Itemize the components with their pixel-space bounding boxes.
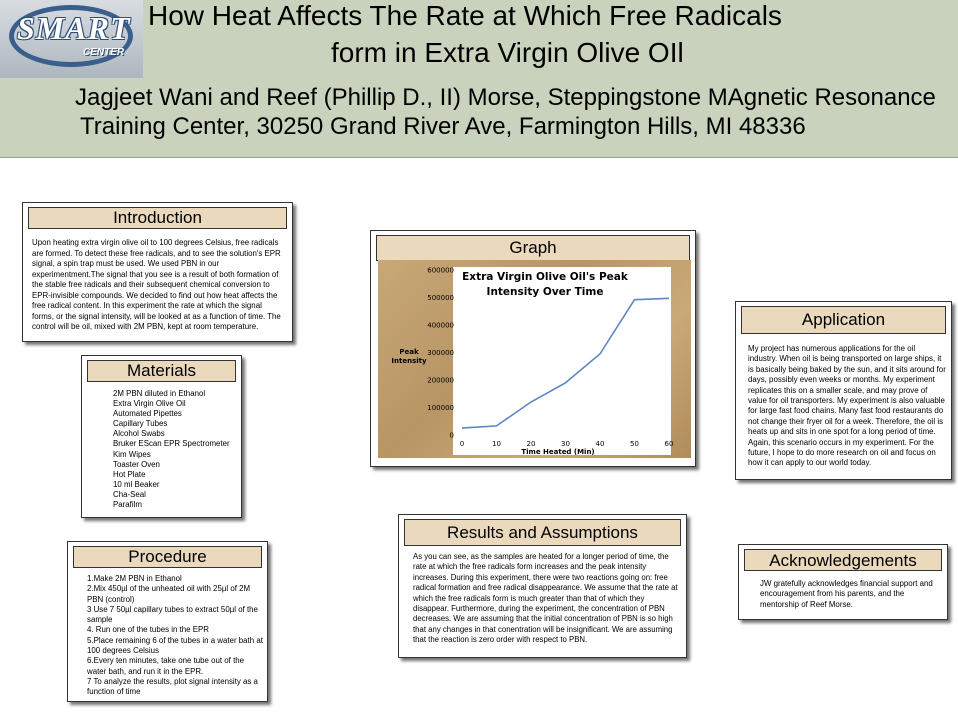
logo-sub-text: CENTER (83, 47, 125, 58)
poster-header: SMART CENTER How Heat Affects The Rate a… (0, 0, 958, 158)
application-text: My project has numerous applications for… (748, 344, 946, 468)
poster-title-line1: How Heat Affects The Rate at Which Free … (148, 0, 782, 31)
chart-background: Extra Virgin Olive Oil's Peak Intensity … (378, 260, 691, 458)
x-tick-label: 40 (596, 440, 605, 448)
smart-center-logo: SMART CENTER (0, 0, 143, 78)
y-tick-label: 600000 (427, 267, 454, 275)
chart-xlabel: Time Heated (Min) (521, 448, 594, 456)
list-item: Alcohol Swabs (113, 429, 165, 439)
graph-panel: Graph Extra Virgin Olive Oil's Peak Inte… (370, 230, 696, 467)
list-item: 4. Run one of the tubes in the EPR (87, 625, 209, 635)
poster-title-line2: form in Extra Virgin Olive OIl (331, 37, 684, 68)
list-item: Extra Virgin Olive Oil (113, 399, 186, 409)
results-text: As you can see, as the samples are heate… (413, 552, 678, 645)
graph-heading: Graph (376, 235, 690, 261)
list-item: Capillary Tubes (113, 419, 168, 429)
list-item: Toaster Oven (113, 459, 160, 469)
application-heading: Application (741, 306, 946, 334)
acknowledgements-panel: Acknowledgements JW gratefully acknowled… (738, 544, 948, 620)
procedure-panel: Procedure 1.Make 2M PBN in Ethanol 2.Mix … (67, 541, 268, 702)
y-tick-label: 500000 (427, 294, 454, 302)
application-panel: Application My project has numerous appl… (735, 301, 952, 480)
x-tick-label: 20 (527, 440, 536, 448)
acknowledgements-text: JW gratefully acknowledges financial sup… (760, 579, 933, 609)
materials-list: 2M PBN diluted in Ethanol Extra Virgin Ol… (113, 389, 241, 510)
list-item: 7 To analyze the results, plot signal in… (87, 676, 258, 697)
list-item: Bruker EScan EPR Spectrometer (113, 439, 230, 449)
list-item: 1.Make 2M PBN in Ethanol (87, 574, 182, 583)
x-tick-label: 30 (561, 440, 570, 448)
results-heading: Results and Assumptions (404, 519, 681, 546)
y-tick-label: 300000 (427, 349, 454, 357)
x-tick-label: 60 (665, 440, 674, 448)
list-item: 3 Use 7 50µl capillary tubes to extract … (87, 604, 258, 625)
list-item: Cha-Seal (113, 489, 146, 499)
list-item: Hot Plate (113, 469, 146, 479)
logo-ring (9, 5, 133, 67)
peak-intensity-chart: Extra Virgin Olive Oil's Peak Intensity … (391, 267, 674, 457)
y-tick-label: 400000 (427, 322, 454, 330)
list-item: 2.Mix 450µl of the unheated oil with 25µ… (87, 584, 251, 604)
materials-panel: Materials 2M PBN diluted in Ethanol Extra… (81, 355, 242, 518)
list-item: Automated Pipettes (113, 409, 182, 419)
chart-title-line2: Intensity Over Time (487, 286, 604, 298)
y-tick-label: 100000 (427, 404, 454, 412)
list-item: 5.Place remaining 6 of the tubes in a wa… (87, 635, 263, 656)
list-item: 6.Every ten minutes, take one tube out o… (87, 656, 245, 676)
introduction-heading: Introduction (28, 207, 287, 229)
chart-ylabel-line1: Peak (399, 348, 419, 356)
logo-main-text: SMART (17, 10, 131, 46)
y-tick-label: 0 (450, 432, 454, 440)
x-tick-label: 50 (630, 440, 639, 448)
list-item: 2M PBN diluted in Ethanol (113, 389, 206, 398)
list-item: 10 ml Beaker (113, 479, 160, 489)
procedure-heading: Procedure (73, 546, 262, 568)
introduction-panel: Introduction Upon heating extra virgin o… (22, 202, 293, 342)
authors-line1: Jagjeet Wani and Reef (Phillip D., II) M… (75, 84, 936, 111)
acknowledgements-heading: Acknowledgements (744, 549, 942, 571)
authors-line2: Training Center, 30250 Grand River Ave, … (80, 113, 806, 140)
y-tick-label: 200000 (427, 377, 454, 385)
x-tick-label: 0 (460, 440, 464, 448)
materials-heading: Materials (87, 360, 236, 382)
plot-area (453, 267, 671, 455)
chart-title-line1: Extra Virgin Olive Oil's Peak (462, 271, 629, 283)
results-panel: Results and Assumptions As you can see, … (398, 514, 687, 658)
procedure-list: 1.Make 2M PBN in Ethanol 2.Mix 450µl of t… (87, 574, 265, 698)
x-tick-label: 10 (492, 440, 501, 448)
list-item: Kim Wipes (113, 449, 151, 459)
introduction-text: Upon heating extra virgin olive oil to 1… (32, 238, 281, 331)
chart-ylabel-line2: Intensity (391, 357, 427, 365)
list-item: Parafilm (113, 500, 142, 510)
